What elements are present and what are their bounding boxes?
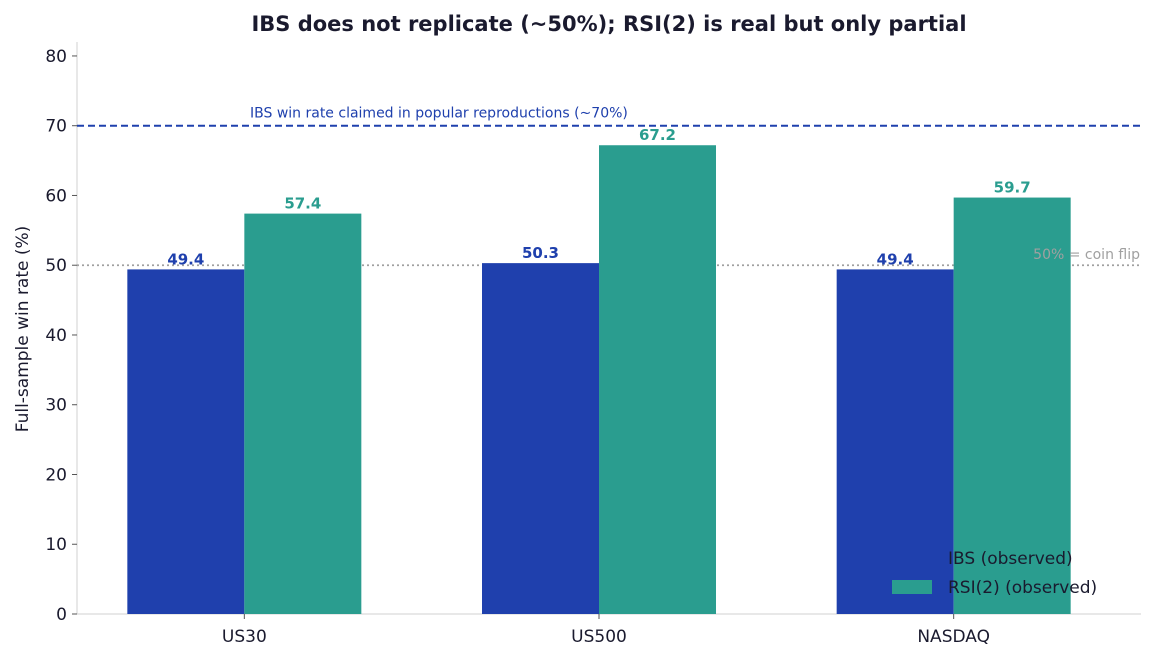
reference-line-label: IBS win rate claimed in popular reproduc… — [250, 106, 628, 122]
x-tick-label: US500 — [571, 627, 627, 647]
data-label: 49.4 — [877, 250, 914, 268]
data-label: 49.4 — [167, 250, 204, 268]
chart-title: IBS does not replicate (~50%); RSI(2) is… — [251, 12, 966, 36]
legend-swatch — [892, 580, 932, 594]
bar — [244, 213, 362, 614]
y-tick-label: 20 — [45, 465, 67, 485]
bar — [482, 263, 599, 614]
data-label: 57.4 — [284, 195, 321, 213]
y-tick-label: 50 — [45, 256, 67, 276]
legend-swatch — [892, 551, 932, 565]
plot-area: 0 10 20 30 40 50 60 70 80 US30 US500 NASDAQ IBS win … — [45, 42, 1141, 647]
y-tick-label: 70 — [45, 117, 67, 137]
reference-line-label: 50% = coin flip — [1033, 247, 1140, 263]
y-tick-label: 80 — [45, 47, 67, 67]
legend: IBS (observed) RSI(2) (observed) — [892, 549, 1097, 598]
x-tick-label: NASDAQ — [917, 627, 990, 647]
y-tick-label: 40 — [45, 326, 67, 346]
y-tick-label: 10 — [45, 535, 67, 555]
bar — [599, 145, 716, 615]
legend-label: RSI(2) (observed) — [948, 578, 1097, 598]
y-tick-label: 0 — [56, 605, 67, 625]
y-axis-label: Full-sample win rate (%) — [13, 226, 33, 433]
bar — [953, 197, 1071, 614]
data-label: 50.3 — [522, 244, 559, 262]
y-tick-label: 30 — [45, 396, 67, 416]
x-tick-label: US30 — [222, 627, 267, 647]
legend-label: IBS (observed) — [948, 549, 1073, 569]
bar — [127, 269, 245, 614]
data-label: 67.2 — [639, 126, 676, 144]
y-tick-label: 60 — [45, 186, 67, 206]
data-label: 59.7 — [994, 179, 1031, 197]
